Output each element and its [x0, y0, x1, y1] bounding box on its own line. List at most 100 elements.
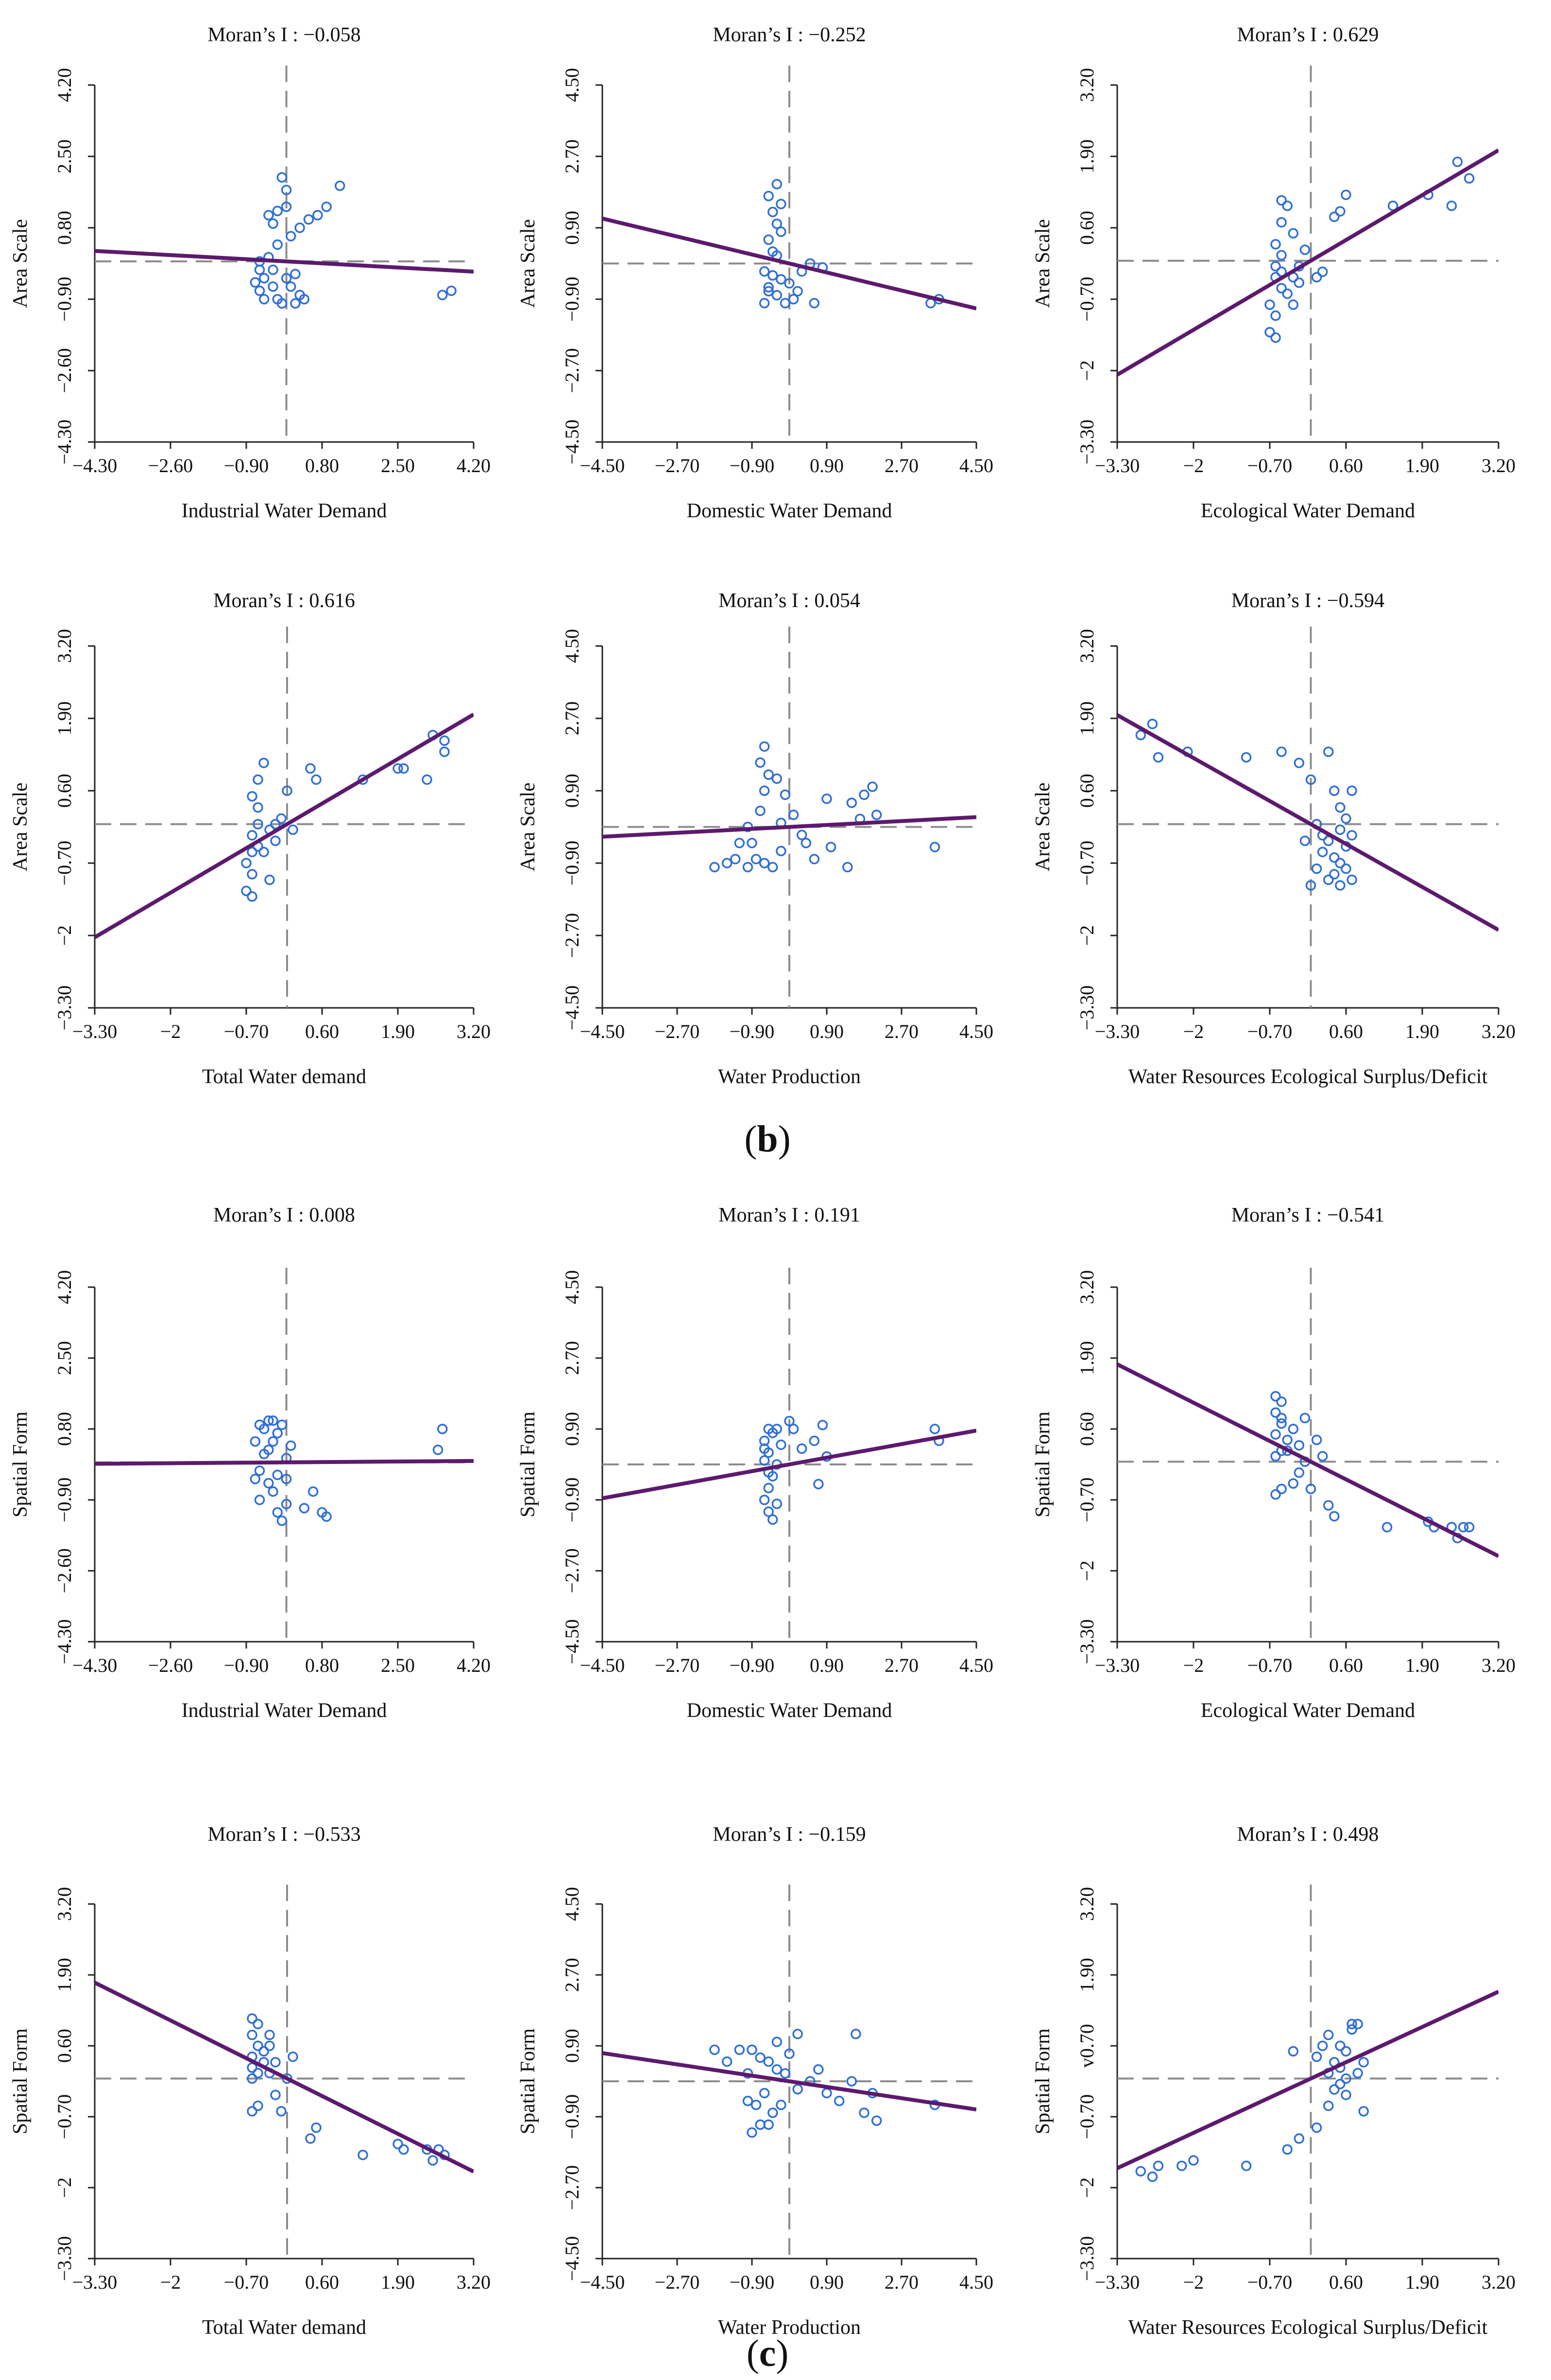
data-point: [809, 1435, 820, 1446]
data-point: [742, 2095, 753, 2107]
data-point: [270, 835, 281, 846]
x-tick-label: 1.90: [1405, 455, 1439, 476]
data-point: [1135, 2166, 1146, 2177]
data-point: [792, 286, 803, 297]
y-tick-label: −3.30: [53, 2236, 75, 2281]
data-point: [358, 774, 368, 785]
data-point: [767, 2108, 778, 2118]
chart-panel-11: −4.50−4.50 −2.70 −2.70 −0.90 −0.90 0.90 0.90 2.…: [517, 1823, 993, 2339]
data-point: [1323, 2100, 1334, 2111]
data-point: [446, 285, 457, 296]
data-point: [253, 2100, 263, 2111]
data-point: [871, 2115, 882, 2126]
data-point: [392, 763, 403, 774]
data-point: [254, 264, 265, 275]
y-tick-label: 2.50: [53, 139, 75, 173]
data-point: [767, 270, 778, 281]
data-point: [755, 2119, 766, 2130]
data-point: [1288, 1424, 1299, 1434]
data-point: [311, 774, 322, 785]
data-point: [825, 842, 836, 852]
caption-c: (c): [746, 2332, 789, 2374]
data-point: [771, 1424, 783, 1434]
data-point: [1317, 847, 1328, 857]
data-point: [1299, 1412, 1311, 1424]
data-point: [247, 791, 257, 802]
data-point: [258, 294, 270, 305]
data-point: [1341, 189, 1351, 200]
x-tick-label: 0.80: [305, 1654, 339, 1676]
data-point: [780, 789, 791, 800]
data-point: [771, 219, 783, 229]
caption-b-letter: b: [757, 1118, 778, 1160]
data-point: [763, 286, 774, 297]
data-point: [796, 830, 807, 840]
y-tick-label: −0.90: [53, 1478, 75, 1523]
data-point: [1358, 2057, 1369, 2068]
x-tick-label: −0.70: [1247, 1020, 1293, 1042]
data-point: [771, 773, 783, 784]
x-tick-label: 4.50: [959, 2271, 993, 2293]
regression-line: [602, 2051, 976, 2111]
y-tick-label: 1.90: [53, 701, 75, 735]
data-point: [1270, 1429, 1281, 1440]
x-tick-label: −0.90: [224, 455, 269, 476]
data-point: [392, 2139, 403, 2149]
chart-panel-3: −3.30−3.30 −2 −2 −0.70 −0.70 0.60 0.60 1.90 1.90…: [1032, 24, 1516, 522]
data-point: [776, 1439, 786, 1450]
x-tick-label: 2.50: [381, 1654, 415, 1676]
x-axis-label: Industrial Water Demand: [182, 1700, 387, 1722]
x-tick-label: −3.30: [1095, 2271, 1140, 2293]
data-point: [1323, 747, 1334, 757]
data-point: [250, 277, 261, 288]
y-tick-label: 1.90: [1076, 701, 1098, 735]
chart-panel-2: −4.50−4.50 −2.70 −2.70 −0.90 −0.90 0.90 0.90 2.…: [517, 24, 993, 522]
y-tick-label: 2.70: [561, 1341, 583, 1375]
data-point: [734, 837, 745, 849]
data-point: [1276, 1418, 1287, 1429]
data-point: [1311, 2051, 1322, 2062]
x-axis-label: Water Resources Ecological Surplus/Defic…: [1128, 1066, 1488, 1088]
y-tick-label: 3.20: [1076, 68, 1098, 102]
y-tick-label: 0.90: [561, 1412, 583, 1446]
x-tick-label: −2: [1183, 1654, 1204, 1676]
data-point: [1346, 2019, 1357, 2029]
y-tick-label: −3.30: [1076, 1619, 1098, 1665]
data-point: [771, 179, 783, 189]
x-tick-label: −2: [160, 2271, 181, 2293]
data-point: [290, 298, 301, 309]
data-point: [263, 1478, 274, 1489]
y-tick-label: −0.90: [53, 277, 75, 322]
y-tick-label: −4.50: [561, 1619, 583, 1665]
data-point: [759, 298, 770, 308]
data-point: [1446, 201, 1457, 211]
data-point: [253, 2068, 263, 2078]
data-point: [759, 1443, 770, 1454]
x-tick-label: −4.50: [580, 1020, 625, 1042]
data-point: [294, 222, 305, 233]
data-point: [1299, 244, 1311, 255]
data-point: [1464, 1522, 1475, 1532]
data-point: [792, 2084, 803, 2094]
y-tick-label: −2: [53, 2177, 75, 2198]
data-point: [1346, 874, 1357, 885]
regression-line: [602, 815, 976, 839]
data-point: [1270, 1451, 1281, 1462]
data-point: [1276, 250, 1287, 261]
data-point: [1276, 217, 1287, 228]
data-point: [1276, 1396, 1287, 1407]
data-point: [272, 1469, 283, 1480]
data-point: [253, 819, 263, 830]
y-tick-label: −0.70: [53, 2094, 75, 2140]
data-point: [250, 1474, 261, 1484]
data-point: [307, 1486, 319, 1497]
x-tick-label: 3.20: [1482, 1020, 1516, 1042]
data-point: [272, 1507, 283, 1518]
data-point: [1335, 2040, 1346, 2051]
data-point: [1335, 824, 1346, 835]
y-tick-label: 1.90: [1076, 1341, 1098, 1375]
data-point: [1270, 1489, 1281, 1500]
y-tick-label: −3.30: [53, 986, 75, 1031]
data-point: [253, 774, 263, 785]
